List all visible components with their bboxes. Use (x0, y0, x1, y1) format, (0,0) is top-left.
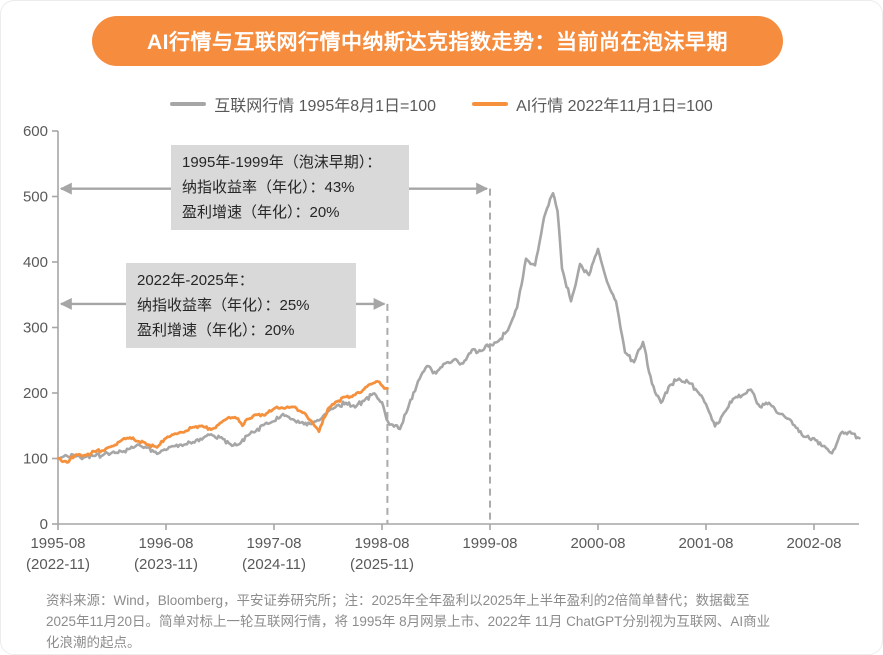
axis-tick-labels: 0 100 200 300 400 500 600 1995-08 (2022-11) 1996-… (23, 123, 842, 573)
x-tick-label: 2002-08 (786, 535, 841, 552)
legend-label-ai: AI行情 2022年11月1日=100 (516, 98, 713, 115)
x-tick-label: 2000-08 (570, 535, 625, 552)
x-tick-sublabel: (2024-11) (242, 556, 306, 573)
annotation-line: 1995年-1999年（泡沫早期）： (182, 154, 382, 171)
y-tick-label: 100 (23, 451, 48, 468)
legend-item-ai: AI行情 2022年11月1日=100 (472, 92, 713, 116)
series-lines (56, 191, 861, 464)
title-banner: AI行情与互联网行情中纳斯达克指数走势：当前尚在泡沫早期 (92, 16, 783, 66)
annotation-line: 纳指收益率（年化）：25% (137, 297, 310, 314)
annotation-line: 盈利增速（年化）：20% (137, 322, 295, 339)
x-tick-label: 1995-08 (30, 535, 85, 552)
y-tick-label: 600 (23, 123, 48, 140)
y-tick-label: 300 (23, 320, 48, 337)
internet-line-swatch (170, 102, 207, 106)
x-tick-label: 1996-08 (138, 535, 193, 552)
annotation-line: 2022年-2025年： (137, 272, 254, 289)
y-tick-label: 500 (23, 189, 48, 206)
y-tick-label: 400 (23, 254, 48, 271)
annotation-bubble-early: 1995年-1999年（泡沫早期）： 纳指收益率（年化）：43% 盈利增速（年化… (171, 145, 409, 230)
source-note-line: 资料来源：Wind，Bloomberg，平安证券研究所；注：2025年全年盈利以… (46, 593, 750, 608)
ai-series-line (56, 380, 389, 464)
x-tick-label: 1998-08 (354, 535, 409, 552)
x-tick-label: 1997-08 (246, 535, 301, 552)
annotation-line: 盈利增速（年化）：20% (182, 204, 340, 221)
y-tick-label: 0 (40, 516, 48, 533)
annotation-ai-period: 2022年-2025年： 纳指收益率（年化）：25% 盈利增速（年化）：20% (126, 263, 356, 348)
x-tick-sublabel: (2022-11) (26, 556, 90, 573)
source-note-line: 2025年11月20日。简单对标上一轮互联网行情，将 1995年 8月网景上市、… (46, 614, 771, 629)
x-tick-sublabel: (2025-11) (350, 556, 414, 573)
y-tick-label: 200 (23, 385, 48, 402)
legend-label-internet: 互联网行情 1995年8月1日=100 (214, 98, 437, 115)
x-tick-sublabel: (2023-11) (134, 556, 198, 573)
page-title: AI行情与互联网行情中纳斯达克指数走势：当前尚在泡沫早期 (147, 31, 728, 54)
source-note: 资料来源：Wind，Bloomberg，平安证券研究所；注：2025年全年盈利以… (46, 590, 858, 653)
internet-series-line (56, 191, 861, 461)
annotation-line: 纳指收益率（年化）：43% (182, 179, 355, 196)
source-note-line: 化浪潮的起点。 (46, 635, 141, 650)
x-tick-label: 2001-08 (678, 535, 733, 552)
dashed-reference-lines (386, 188, 491, 524)
ai-line-swatch (472, 102, 509, 106)
x-tick-label: 1999-08 (462, 535, 517, 552)
legend-item-internet: 互联网行情 1995年8月1日=100 (170, 92, 436, 116)
chart-legend: 互联网行情 1995年8月1日=100 AI行情 2022年11月1日=100 (1, 92, 882, 116)
